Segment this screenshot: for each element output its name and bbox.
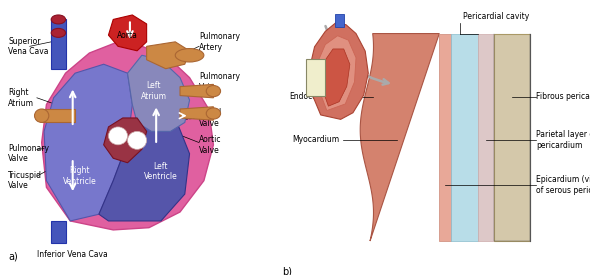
Ellipse shape [51, 15, 65, 24]
Ellipse shape [51, 28, 65, 37]
Polygon shape [127, 55, 189, 131]
Polygon shape [494, 34, 530, 241]
Text: Superior
Vena Cava: Superior Vena Cava [8, 37, 49, 56]
Text: Pulmonary
Artery: Pulmonary Artery [199, 32, 240, 51]
Polygon shape [180, 84, 214, 98]
Text: Inferior Vena Cava: Inferior Vena Cava [37, 250, 107, 259]
Ellipse shape [35, 109, 49, 122]
Polygon shape [451, 34, 478, 241]
Text: b): b) [283, 266, 293, 275]
Ellipse shape [206, 108, 221, 119]
Polygon shape [99, 104, 189, 221]
Text: Endocardium: Endocardium [289, 92, 340, 101]
Polygon shape [310, 23, 368, 119]
Text: Fibrous pericardium: Fibrous pericardium [536, 92, 590, 101]
Polygon shape [109, 15, 147, 51]
Polygon shape [440, 34, 451, 241]
Polygon shape [180, 107, 214, 120]
Text: Mitral
Valve: Mitral Valve [199, 108, 221, 128]
Text: Myocardium: Myocardium [293, 135, 340, 144]
Circle shape [127, 131, 147, 149]
Text: Right
Ventricle: Right Ventricle [63, 166, 97, 186]
Polygon shape [42, 109, 75, 122]
Polygon shape [317, 36, 356, 111]
Bar [335, 14, 344, 27]
Ellipse shape [206, 86, 221, 97]
Polygon shape [321, 49, 350, 106]
Text: Pericardial cavity: Pericardial cavity [463, 12, 530, 21]
Text: Tricuspid
Valve: Tricuspid Valve [8, 171, 42, 190]
Circle shape [109, 127, 127, 145]
Text: Aorta: Aorta [117, 31, 138, 40]
Polygon shape [147, 42, 189, 69]
Text: Left
Atrium: Left Atrium [141, 81, 167, 101]
Text: Pulmonary
Valve: Pulmonary Valve [8, 144, 50, 163]
Polygon shape [478, 34, 494, 241]
Text: Aortic
Valve: Aortic Valve [199, 135, 222, 155]
Polygon shape [44, 64, 132, 221]
Text: Parietal layer of serous
pericardium: Parietal layer of serous pericardium [536, 130, 590, 150]
Text: Pulmonary
Vein: Pulmonary Vein [199, 72, 240, 92]
Polygon shape [360, 34, 440, 241]
Text: Left
Ventricle: Left Ventricle [144, 162, 178, 182]
Ellipse shape [175, 49, 204, 62]
Polygon shape [104, 118, 147, 163]
Text: Epicardium (viceral layer
of serous pericardium): Epicardium (viceral layer of serous peri… [536, 175, 590, 196]
FancyBboxPatch shape [306, 59, 325, 96]
Polygon shape [51, 20, 65, 69]
Text: a): a) [8, 251, 18, 261]
Polygon shape [51, 221, 65, 243]
Text: Right
Atrium: Right Atrium [8, 88, 34, 108]
Polygon shape [42, 42, 214, 230]
